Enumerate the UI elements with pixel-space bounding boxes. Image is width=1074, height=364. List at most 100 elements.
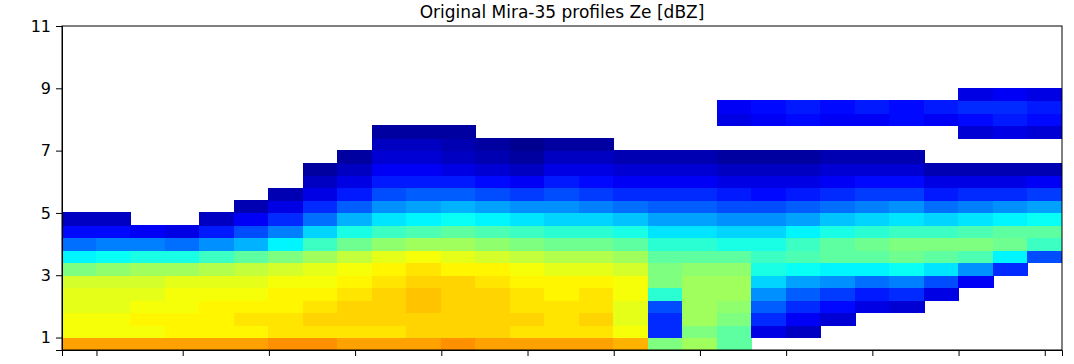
cell [544,312,580,326]
y-tick-mark [56,338,62,339]
cell [924,250,959,263]
cell [648,150,683,164]
cell [337,300,373,313]
x-tick [96,350,97,356]
cell [958,175,994,188]
cell [406,225,442,238]
cell [441,125,476,139]
x-tick-mark [269,350,270,356]
cell [441,138,476,151]
cell [717,237,752,251]
cell [579,200,614,213]
cell [165,262,200,276]
cell [958,212,994,226]
cell [406,262,442,276]
cell [751,262,787,276]
x-tick-mark [1045,350,1046,356]
cell [751,150,787,164]
cell [406,337,442,350]
cell [130,262,166,276]
cell [130,337,166,350]
cell [372,287,407,301]
cell [751,188,787,201]
cell [337,163,373,176]
cell [648,200,683,213]
cell [682,325,718,338]
cell [337,325,373,338]
cell [751,312,787,326]
cell [751,225,787,238]
cell [441,212,476,226]
cell [337,262,373,276]
cell [1027,225,1062,238]
cell [510,250,545,263]
cell [820,188,856,201]
cell [682,262,718,276]
cell [717,325,752,338]
cell [303,300,338,313]
cell [372,200,407,213]
cell [958,250,994,263]
cell [855,212,890,226]
cell [441,175,476,188]
cell [268,250,304,263]
cell [234,287,269,301]
cell [165,300,200,313]
cell [751,237,787,251]
cell [337,312,373,326]
cell [62,287,97,301]
cell [786,287,821,301]
cell [682,337,718,350]
cell [855,100,890,114]
cell [855,113,890,126]
cell [648,250,683,263]
cell [510,225,545,238]
cell [958,188,994,201]
cell [372,312,407,326]
cell [855,300,890,313]
cell [337,150,373,164]
cell [648,300,683,313]
cell [751,175,787,188]
cell [682,275,718,288]
x-tick [614,350,615,356]
cell [268,212,304,226]
cell [544,300,580,313]
cell [1027,125,1062,139]
cell [372,300,407,313]
cell [337,250,373,263]
cell [924,100,959,114]
y-tick-label: 11 [31,17,51,36]
cell [924,287,959,301]
cell [786,225,821,238]
cell [130,275,166,288]
cell [751,200,787,213]
cell [234,275,269,288]
cell [1027,113,1062,126]
cell [579,138,614,151]
cell [579,300,614,313]
cell [510,312,545,326]
cell [406,188,442,201]
cell [889,287,925,301]
cell [648,175,683,188]
cell [303,250,338,263]
cell [993,237,1028,251]
cell [717,175,752,188]
cell [372,325,407,338]
cell [165,225,200,238]
cell [372,237,407,251]
cell [889,113,925,126]
x-tick [441,350,442,356]
cell [993,188,1028,201]
cell [510,200,545,213]
cell [303,200,338,213]
cell [820,262,856,276]
cell [510,212,545,226]
cell [544,188,580,201]
cell [820,113,856,126]
cell [648,262,683,276]
cell [579,312,614,326]
cell [199,312,235,326]
cell [1027,212,1062,226]
